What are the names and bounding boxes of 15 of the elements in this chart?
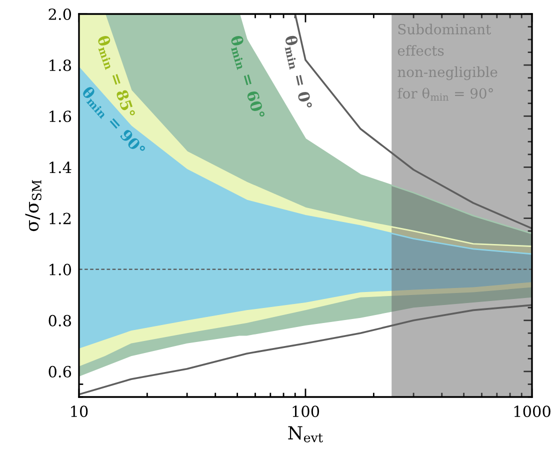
y-tick-label: 0.8 (48, 314, 72, 326)
x-axis-title: N$_{evt}$ (288, 426, 323, 442)
y-tick-label: 1.4 (50, 162, 72, 174)
y-tick-label: 2.0 (48, 8, 72, 20)
y-tick-label: 1.8 (50, 60, 72, 72)
y-axis-title: σ/σ$_{SM}$ (25, 180, 42, 232)
y-tick-label: 1.6 (50, 110, 72, 122)
y-tick-label: 1.2 (50, 212, 71, 224)
x-tick-label: 10 (71, 406, 88, 418)
text: θ$_{min}$ = 60° (228, 34, 266, 120)
y-tick-label: 1.0 (50, 264, 72, 276)
y-tick-label: 0.6 (48, 366, 72, 378)
x-tick-label: 1000 (514, 406, 550, 418)
x-tick-label: 100 (292, 406, 320, 418)
text: θ$_{min}$ = 0° (282, 34, 313, 110)
